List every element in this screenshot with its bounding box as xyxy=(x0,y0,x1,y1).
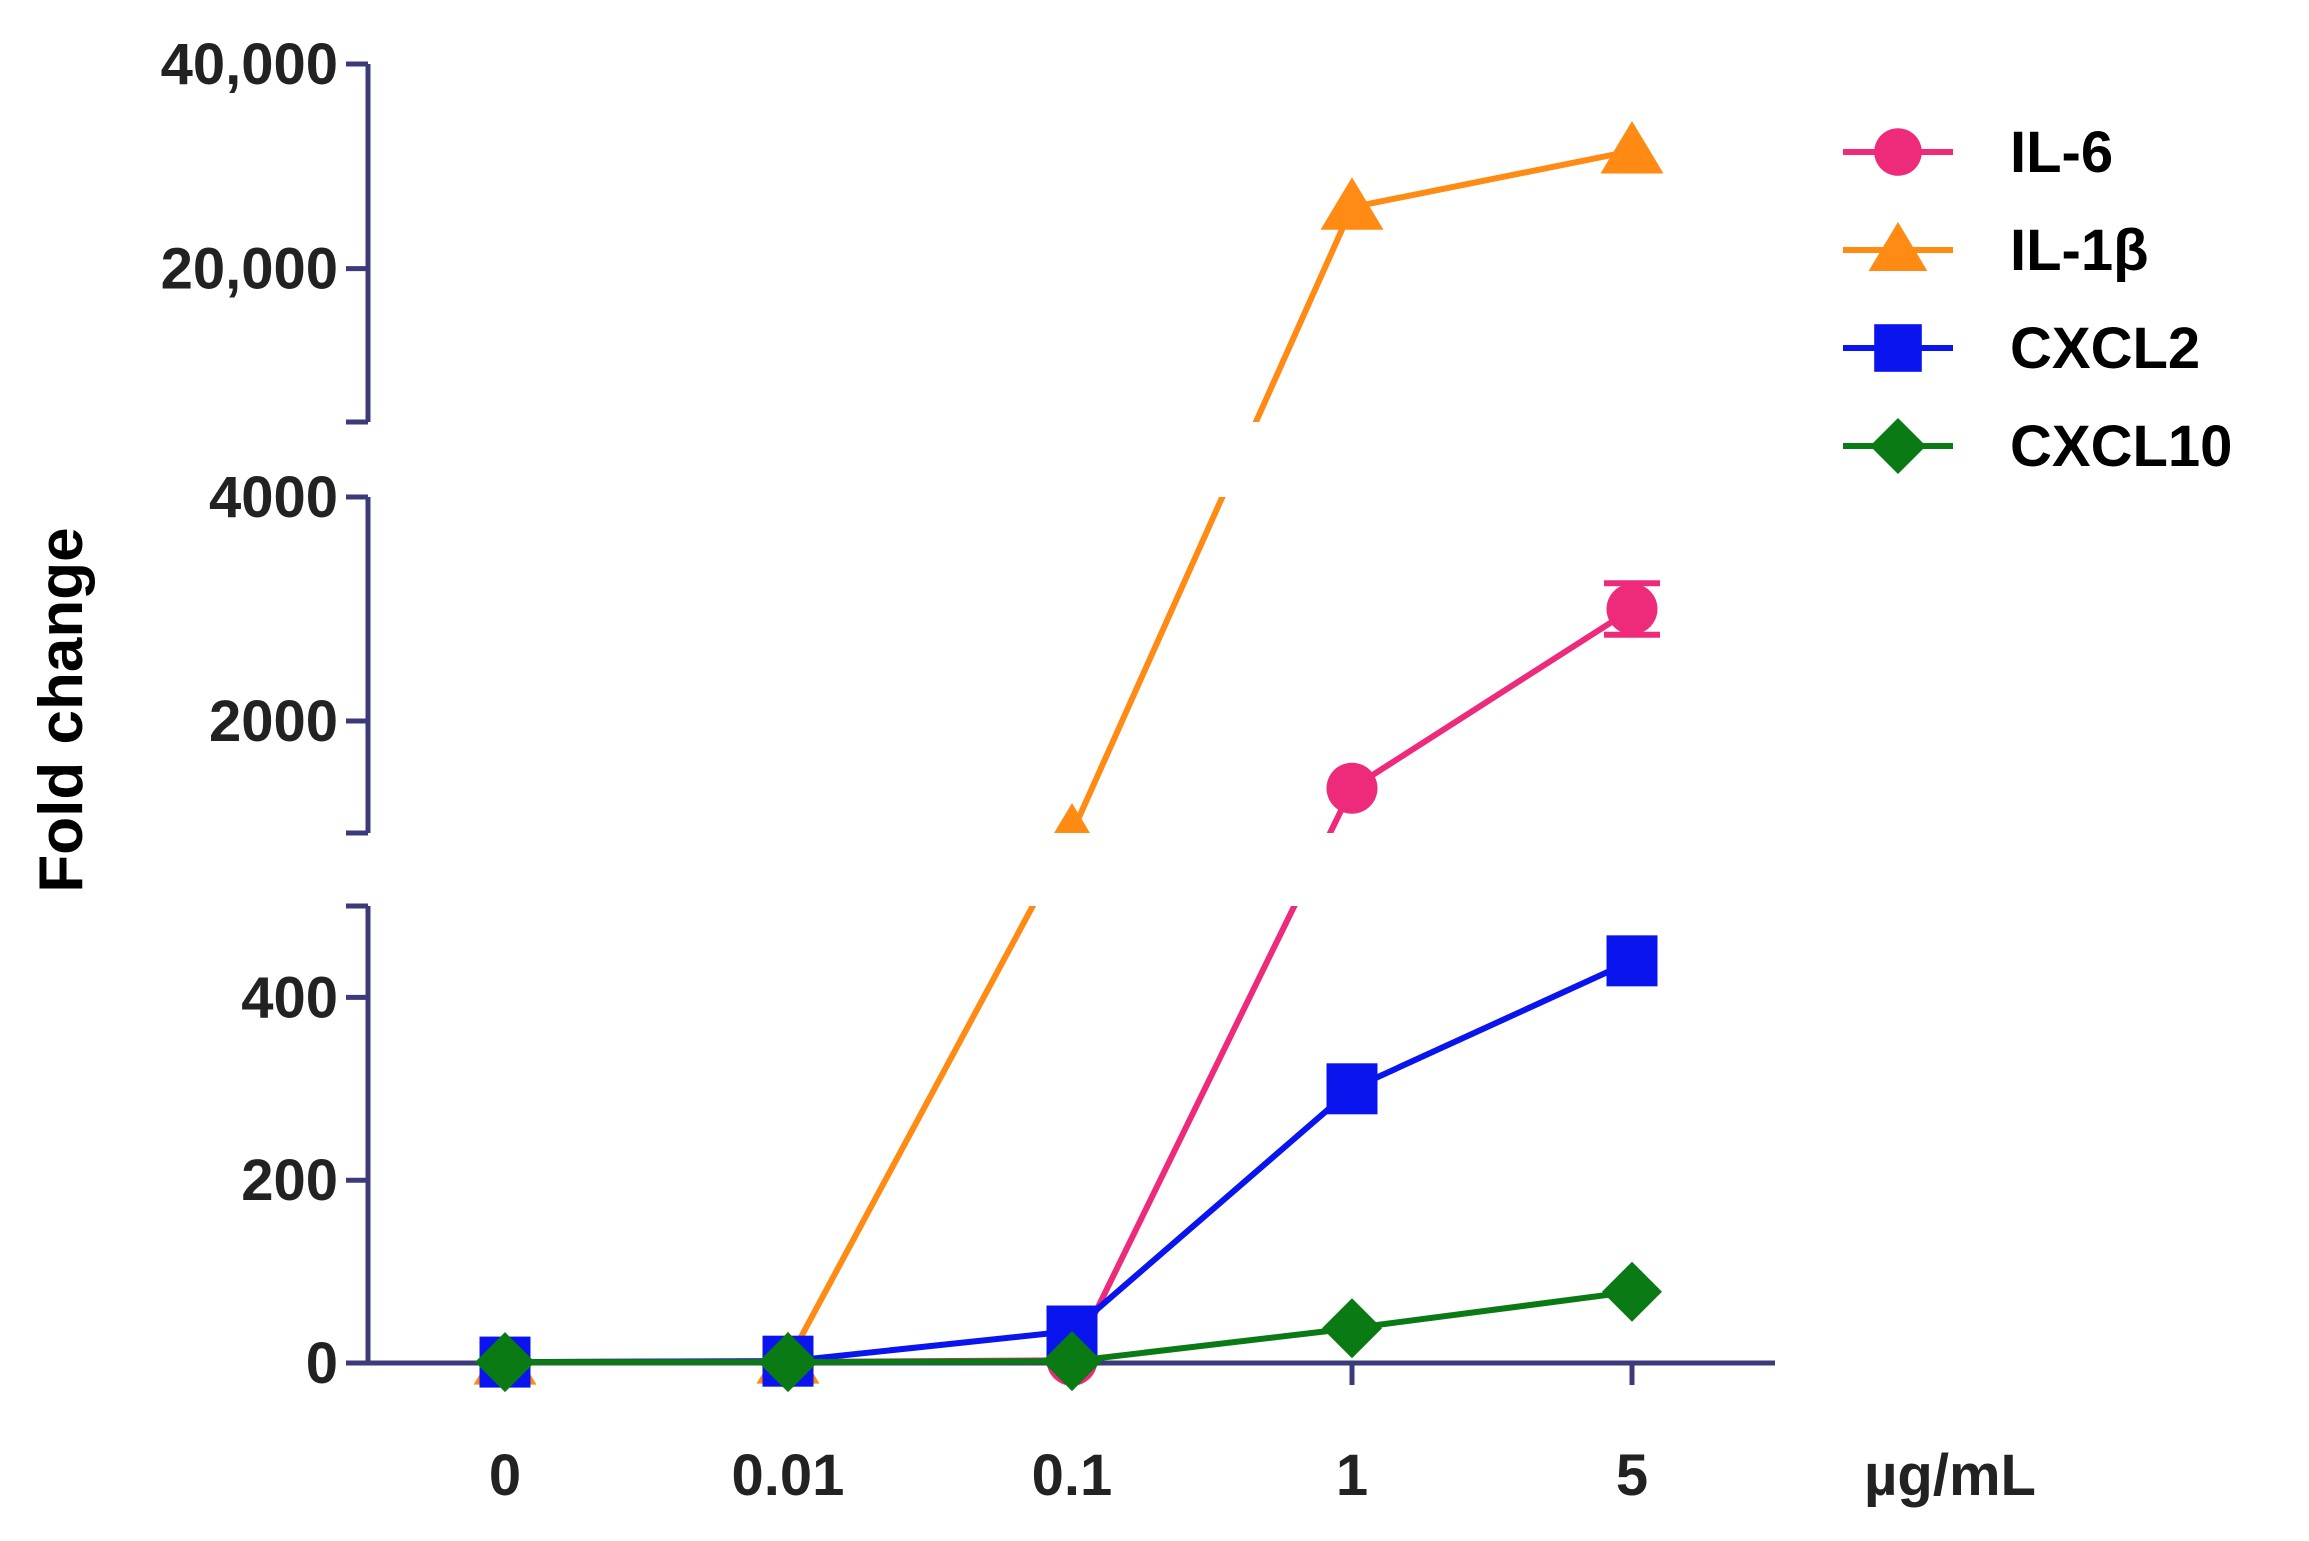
legend-label-cxcl10: CXCL10 xyxy=(2010,414,2232,479)
y-tick-label: 200 xyxy=(241,1148,338,1213)
legend-item-il-1-: IL-1β xyxy=(1843,218,2149,283)
axis-break-gap xyxy=(372,422,1779,497)
legend-marker-cxcl2 xyxy=(1874,324,1922,372)
y-tick-label: 0 xyxy=(306,1331,338,1396)
series-cxcl2 xyxy=(479,935,1658,1388)
series-line-il-1- xyxy=(504,148,1633,1366)
series-cxcl10 xyxy=(475,1261,1662,1393)
legend-label-il-1-: IL-1β xyxy=(2010,218,2149,283)
legend-marker-il-1- xyxy=(1868,222,1928,271)
y-tick-label: 400 xyxy=(241,965,338,1030)
data-point-il-6 xyxy=(1326,762,1378,814)
x-tick-label: 5 xyxy=(1616,1443,1648,1508)
data-point-cxcl10 xyxy=(475,1332,535,1393)
y-tick-label: 20,000 xyxy=(161,237,338,302)
data-point-il-6 xyxy=(1606,583,1658,635)
data-point-cxcl10 xyxy=(1322,1298,1382,1359)
y-tick-label: 4000 xyxy=(209,465,338,530)
x-tick-label: 0.01 xyxy=(732,1443,845,1508)
series-layer xyxy=(372,120,1779,1393)
data-point-cxcl2 xyxy=(1606,935,1658,987)
legend-label-il-6: IL-6 xyxy=(2010,120,2113,185)
data-point-il-1- xyxy=(1320,177,1384,230)
legend-item-cxcl10: CXCL10 xyxy=(1843,414,2232,479)
x-tick-label: 0 xyxy=(489,1443,521,1508)
x-axis-title: µg/mL xyxy=(1864,1443,2036,1508)
x-tick-label: 0.1 xyxy=(1032,1443,1113,1508)
legend: IL-6 IL-1β CXCL2 CXCL10 xyxy=(1843,120,2232,479)
y-tick-label: 40,000 xyxy=(161,32,338,97)
legend-marker-il-6 xyxy=(1874,128,1922,176)
x-tick-label: 1 xyxy=(1336,1443,1368,1508)
y-tick-label: 2000 xyxy=(209,689,338,754)
series-il-6 xyxy=(479,580,1660,1388)
data-point-cxcl10 xyxy=(1602,1261,1662,1322)
legend-label-cxcl2: CXCL2 xyxy=(2010,316,2200,381)
axes xyxy=(346,61,1775,1385)
axis-break-gap xyxy=(372,833,1779,906)
y-axis-title: Fold change xyxy=(27,527,96,892)
data-point-il-1- xyxy=(1600,120,1664,174)
series-line-cxcl2 xyxy=(504,958,1634,1366)
legend-item-cxcl2: CXCL2 xyxy=(1843,316,2200,381)
data-point-cxcl10 xyxy=(1042,1331,1102,1392)
labels: 0 0.01 0.1 1 5 0 200 400 2000 4000 20,000 40,000 Fol… xyxy=(27,32,2036,1508)
series-il-1- xyxy=(473,120,1664,1385)
data-point-cxcl10 xyxy=(758,1332,818,1393)
series-line-il-6 xyxy=(505,606,1634,1366)
legend-marker-cxcl10 xyxy=(1870,418,1926,474)
data-point-cxcl2 xyxy=(1326,1063,1378,1115)
legend-item-il-6: IL-6 xyxy=(1843,120,2113,185)
